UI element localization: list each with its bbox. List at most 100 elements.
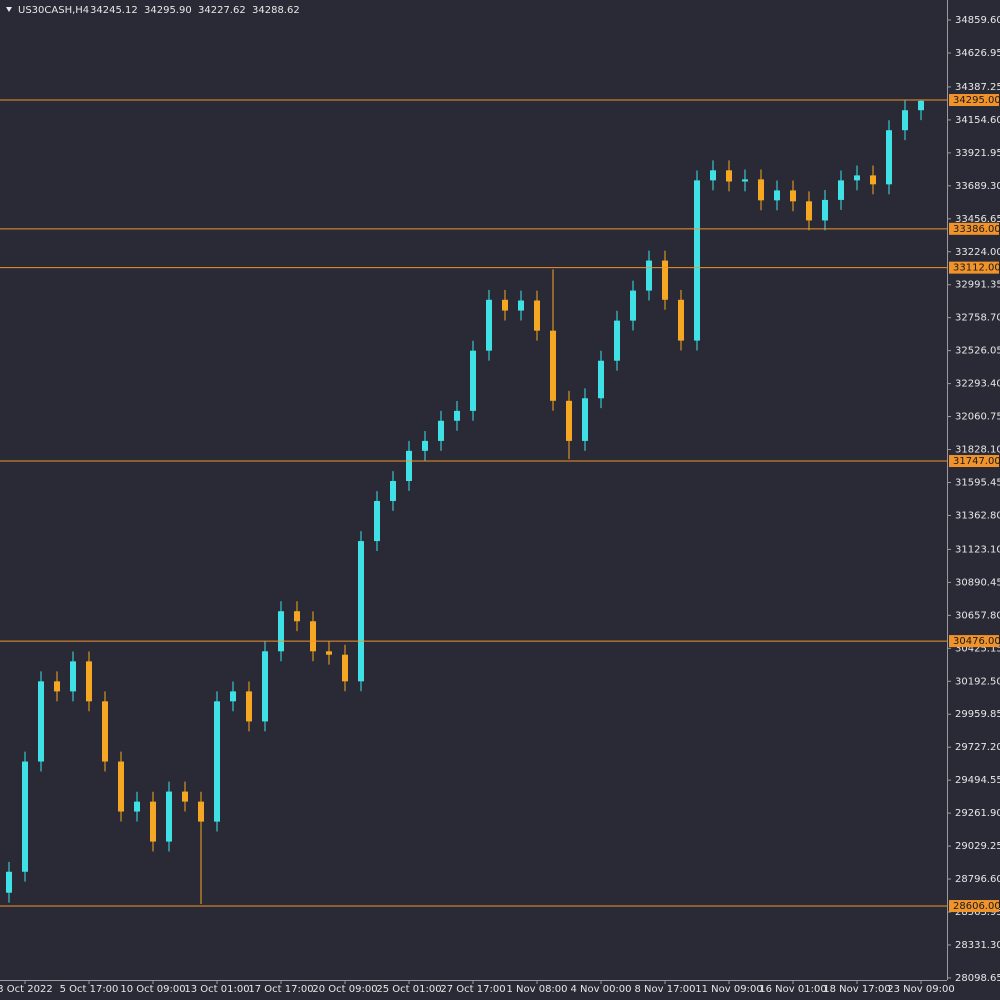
y-tick-label: 33921.95 [955, 148, 1000, 159]
candle-body [230, 691, 236, 702]
y-tick-label: 31123.10 [955, 544, 1000, 555]
y-tick-label: 28331.30 [955, 940, 1000, 951]
y-tick-label: 29261.90 [955, 808, 1000, 819]
candle-body [646, 260, 652, 291]
level-label-box [949, 900, 999, 913]
candle-body [614, 320, 620, 361]
y-tick-label: 32526.05 [955, 346, 1000, 357]
candle-body [102, 701, 108, 762]
candle-body [262, 651, 268, 722]
candle-body [710, 170, 716, 181]
candle-body [726, 170, 732, 182]
x-tick-label: 5 Oct 17:00 [60, 984, 119, 995]
header-value: 34295.90 [144, 5, 192, 16]
y-tick-label: 28563.95 [955, 907, 1000, 918]
y-tick-label: 30657.80 [955, 610, 1000, 621]
y-tick-label: 34859.60 [955, 15, 1000, 26]
x-tick-label: 3 Oct 2022 [0, 984, 53, 995]
candle-body [598, 360, 604, 399]
candle-body [150, 801, 156, 842]
candle-body [374, 500, 380, 542]
y-tick-label: 33456.65 [955, 214, 1000, 225]
x-tick-label: 16 Nov 01:00 [759, 984, 826, 995]
y-tick-label: 34154.60 [955, 115, 1000, 126]
header-value: 34227.62 [198, 5, 246, 16]
y-tick-label: 29727.20 [955, 742, 1000, 753]
y-tick-label: 29959.85 [955, 709, 1000, 720]
candle-body [550, 330, 556, 401]
y-tick-label: 32991.35 [955, 280, 1000, 291]
level-label: 30476.00 [953, 636, 1000, 647]
y-tick-label: 34626.95 [955, 48, 1000, 59]
candle-body [918, 100, 924, 111]
level-label-box [949, 222, 999, 235]
candle-body [886, 130, 892, 185]
candle-body [278, 611, 284, 652]
y-tick-label: 31595.45 [955, 477, 1000, 488]
level-label: 31747.00 [953, 456, 1000, 467]
candle-body [406, 450, 412, 482]
x-tick-label: 23 Nov 09:00 [887, 984, 954, 995]
y-tick-label: 33224.00 [955, 247, 1000, 258]
candle-body [6, 871, 12, 893]
level-label: 28606.00 [953, 901, 1000, 912]
candle-body [454, 410, 460, 421]
candle-body [822, 199, 828, 221]
candle-body [422, 440, 428, 451]
candle-body [470, 350, 476, 411]
x-tick-label: 27 Oct 17:00 [440, 984, 505, 995]
level-label-box [949, 455, 999, 468]
menu-arrow[interactable] [6, 7, 12, 12]
y-tick-label: 29494.55 [955, 775, 1000, 786]
candle-body [134, 801, 140, 812]
y-tick-label: 32060.75 [955, 412, 1000, 423]
candle-body [246, 691, 252, 722]
candle-body [166, 791, 172, 842]
x-tick-label: 20 Oct 09:00 [312, 984, 377, 995]
x-tick-label: 17 Oct 17:00 [248, 984, 313, 995]
y-tick-label: 32758.70 [955, 313, 1000, 324]
candle-body [582, 398, 588, 441]
y-tick-label: 33689.30 [955, 181, 1000, 192]
candle-body [294, 611, 300, 622]
candle-body [54, 681, 60, 692]
y-tick-label: 34387.25 [955, 82, 1000, 93]
candle-body [326, 651, 332, 655]
candle-body [678, 299, 684, 341]
candle-body [806, 201, 812, 221]
y-tick-label: 28796.60 [955, 874, 1000, 885]
candle-body [502, 299, 508, 311]
candle-body [902, 110, 908, 131]
candle-body [870, 175, 876, 185]
x-tick-label: 1 Nov 08:00 [506, 984, 567, 995]
y-tick-label: 29029.25 [955, 841, 1000, 852]
candle-body [214, 701, 220, 822]
header-value: 34288.62 [252, 5, 300, 16]
candle-body [566, 400, 572, 441]
candle-body [358, 541, 364, 682]
y-tick-label: 30890.45 [955, 577, 1000, 588]
symbol: US30CASH,H4 [18, 5, 89, 16]
candle-body [534, 300, 540, 331]
candle-body [310, 621, 316, 652]
candle-body [38, 681, 44, 762]
candle-body [742, 179, 748, 182]
level-label: 33112.00 [953, 263, 1000, 274]
candle-body [22, 761, 28, 872]
candle-body [758, 179, 764, 201]
candle-body [118, 761, 124, 812]
candle-body [70, 661, 76, 692]
x-tick-label: 4 Nov 00:00 [570, 984, 631, 995]
candle-body [438, 420, 444, 441]
x-tick-label: 25 Oct 01:00 [376, 984, 441, 995]
y-tick-label: 31362.80 [955, 510, 1000, 521]
candle-body [774, 190, 780, 201]
y-tick-label: 28098.65 [955, 973, 1000, 984]
candle-body [198, 801, 204, 822]
x-tick-label: 18 Nov 17:00 [823, 984, 890, 995]
y-tick-label: 32293.40 [955, 379, 1000, 390]
level-label-box [949, 261, 999, 274]
